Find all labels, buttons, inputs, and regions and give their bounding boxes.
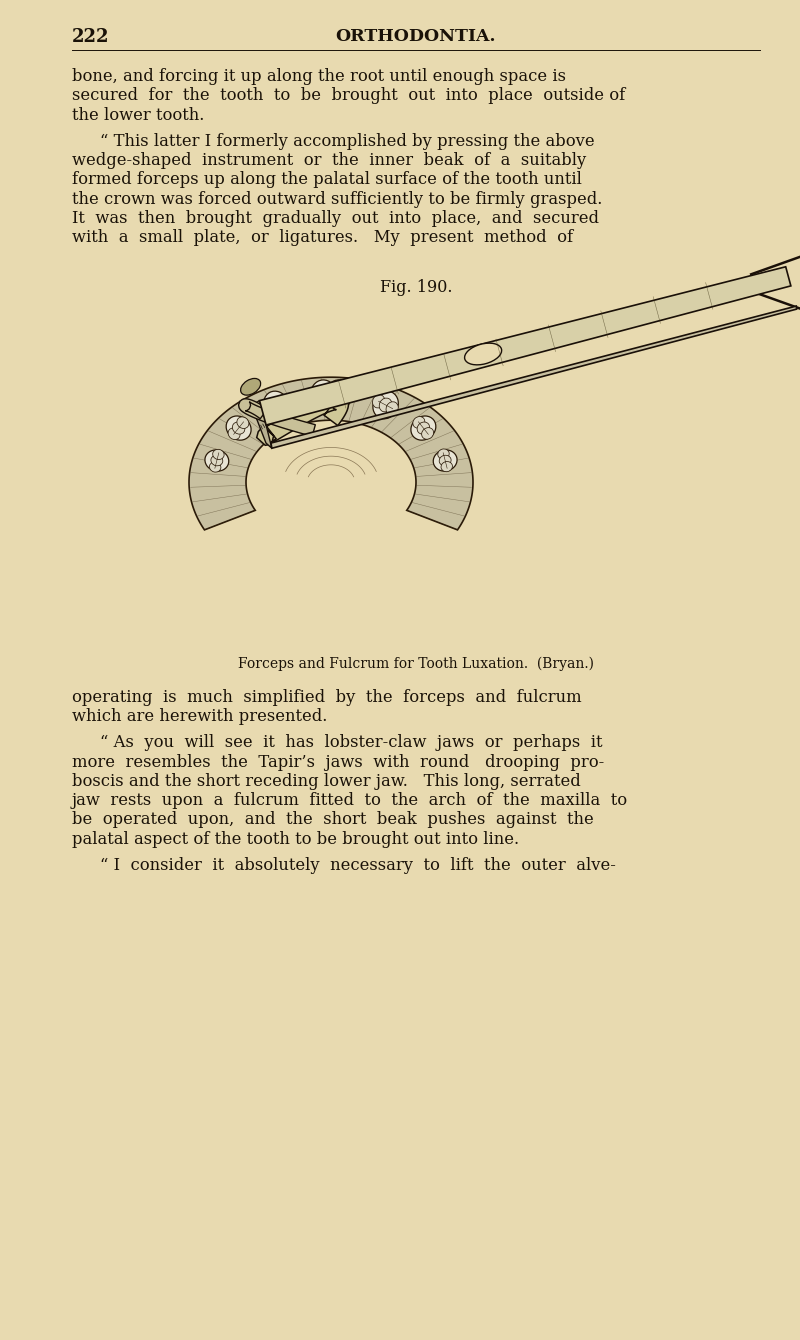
- Text: with  a  small  plate,  or  ligatures.   My  present  method  of: with a small plate, or ligatures. My pre…: [72, 229, 573, 247]
- Ellipse shape: [439, 456, 451, 466]
- Ellipse shape: [417, 422, 430, 434]
- Ellipse shape: [324, 387, 336, 402]
- Ellipse shape: [309, 389, 322, 403]
- Polygon shape: [259, 267, 791, 425]
- Text: Fig. 190.: Fig. 190.: [380, 279, 452, 296]
- Text: “ I  consider  it  absolutely  necessary  to  lift  the  outer  alve-: “ I consider it absolutely necessary to …: [100, 858, 616, 874]
- Ellipse shape: [310, 381, 337, 410]
- Ellipse shape: [340, 389, 353, 403]
- Ellipse shape: [411, 415, 436, 440]
- Text: formed forceps up along the palatal surface of the tooth until: formed forceps up along the palatal surf…: [72, 172, 582, 189]
- Ellipse shape: [211, 456, 222, 466]
- Ellipse shape: [228, 427, 240, 440]
- Text: the crown was forced outward sufficiently to be firmly grasped.: the crown was forced outward sufficientl…: [72, 190, 602, 208]
- Text: secured  for  the  tooth  to  be  brought  out  into  place  outside of: secured for the tooth to be brought out …: [72, 87, 626, 105]
- Text: wedge-shaped  instrument  or  the  inner  beak  of  a  suitably: wedge-shaped instrument or the inner bea…: [72, 153, 586, 169]
- Ellipse shape: [373, 395, 385, 407]
- Text: boscis and the short receding lower jaw.   This long, serrated: boscis and the short receding lower jaw.…: [72, 773, 581, 789]
- Text: which are herewith presented.: which are herewith presented.: [72, 708, 327, 725]
- Ellipse shape: [441, 461, 453, 472]
- Ellipse shape: [379, 398, 392, 411]
- Text: Forceps and Fulcrum for Tooth Luxation.  (Bryan.): Forceps and Fulcrum for Tooth Luxation. …: [238, 657, 594, 671]
- Polygon shape: [189, 377, 473, 529]
- Polygon shape: [251, 401, 272, 449]
- Ellipse shape: [263, 402, 275, 415]
- Text: “ This latter I formerly accomplished by pressing the above: “ This latter I formerly accomplished by…: [100, 133, 594, 150]
- Ellipse shape: [325, 381, 352, 410]
- Ellipse shape: [422, 427, 434, 440]
- Ellipse shape: [241, 378, 261, 395]
- Text: more  resembles  the  Tapir’s  jaws  with  round   drooping  pro-: more resembles the Tapir’s jaws with rou…: [72, 753, 604, 770]
- Ellipse shape: [373, 391, 398, 419]
- Ellipse shape: [210, 462, 221, 472]
- Ellipse shape: [277, 395, 289, 409]
- Text: jaw  rests  upon  a  fulcrum  fitted  to  the  arch  of  the  maxilla  to: jaw rests upon a fulcrum fitted to the a…: [72, 792, 628, 809]
- Text: ORTHODONTIA.: ORTHODONTIA.: [336, 28, 496, 46]
- Text: palatal aspect of the tooth to be brought out into line.: palatal aspect of the tooth to be brough…: [72, 831, 519, 848]
- Ellipse shape: [465, 343, 502, 364]
- Ellipse shape: [270, 398, 282, 411]
- Ellipse shape: [386, 402, 398, 415]
- Text: be  operated  upon,  and  the  short  beak  pushes  against  the: be operated upon, and the short beak pus…: [72, 812, 594, 828]
- Text: the lower tooth.: the lower tooth.: [72, 107, 204, 123]
- Ellipse shape: [434, 450, 457, 472]
- Ellipse shape: [237, 417, 249, 429]
- Ellipse shape: [438, 449, 450, 460]
- Ellipse shape: [317, 387, 330, 403]
- Ellipse shape: [413, 417, 425, 429]
- Ellipse shape: [325, 387, 338, 402]
- Polygon shape: [271, 306, 797, 449]
- Polygon shape: [257, 393, 349, 445]
- Text: operating  is  much  simplified  by  the  forceps  and  fulcrum: operating is much simplified by the forc…: [72, 689, 582, 706]
- Ellipse shape: [332, 387, 345, 403]
- Text: 222: 222: [72, 28, 110, 46]
- Text: “ As  you  will  see  it  has  lobster-claw  jaws  or  perhaps  it: “ As you will see it has lobster-claw ja…: [100, 734, 602, 752]
- Ellipse shape: [232, 422, 245, 434]
- Ellipse shape: [205, 450, 229, 472]
- Text: bone, and forcing it up along the root until enough space is: bone, and forcing it up along the root u…: [72, 68, 566, 84]
- Text: It  was  then  brought  gradually  out  into  place,  and  secured: It was then brought gradually out into p…: [72, 210, 599, 226]
- Ellipse shape: [213, 449, 224, 460]
- Ellipse shape: [264, 391, 289, 419]
- Polygon shape: [238, 399, 315, 437]
- Ellipse shape: [226, 415, 251, 440]
